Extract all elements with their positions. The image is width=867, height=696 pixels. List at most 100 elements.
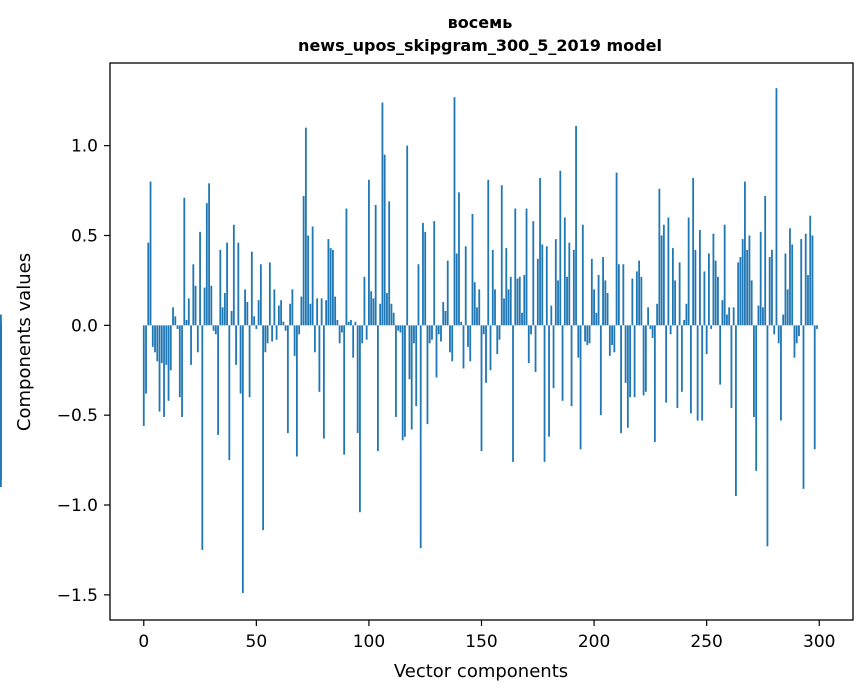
bar [280, 300, 283, 326]
bar [187, 298, 190, 326]
bar [561, 325, 564, 401]
x-axis-label: Vector components [394, 661, 568, 682]
bar [471, 213, 474, 326]
bar [329, 248, 332, 326]
x-tick-label: 200 [578, 632, 610, 652]
bar [462, 325, 465, 369]
bar [336, 319, 339, 326]
bar [494, 289, 496, 326]
bar [223, 292, 226, 326]
bar [753, 325, 755, 417]
bar [415, 325, 418, 407]
bar [246, 301, 249, 326]
bar [196, 325, 199, 353]
bar [597, 275, 600, 326]
bar [809, 215, 812, 326]
bar [730, 325, 733, 408]
bar [548, 325, 550, 437]
bar [721, 300, 724, 326]
bar [332, 249, 334, 326]
bar [543, 325, 546, 462]
bar [530, 325, 532, 335]
bar [653, 325, 656, 443]
bar [145, 325, 147, 394]
bar [401, 325, 404, 441]
bar [570, 325, 573, 407]
bar [237, 242, 240, 326]
bar [154, 325, 156, 353]
bar [255, 325, 258, 329]
bar [651, 325, 654, 338]
bar [710, 325, 713, 329]
bar [656, 303, 659, 326]
bar [325, 300, 328, 326]
bar [807, 275, 809, 326]
bar [458, 192, 460, 326]
bar [354, 321, 357, 326]
bar [579, 325, 582, 450]
bar [635, 271, 638, 326]
bar [417, 264, 420, 326]
bar [503, 298, 505, 326]
bar [181, 325, 183, 417]
bar [277, 305, 280, 326]
bar [219, 249, 222, 326]
bar [217, 325, 219, 435]
bar [572, 249, 575, 326]
y-axis: 1.0 0.5 0.0 −0.5 −1.0 −1.5 [57, 137, 110, 606]
bar [370, 291, 373, 326]
bars-group [0, 88, 818, 594]
bar [669, 325, 672, 335]
bar [304, 127, 307, 326]
bar [410, 325, 413, 430]
bar [365, 325, 368, 340]
bar [259, 264, 262, 326]
bar [644, 325, 647, 392]
bar [302, 195, 305, 326]
y-tick-label: 0.5 [71, 226, 98, 246]
bar [388, 201, 391, 326]
bar [708, 253, 710, 326]
bar [575, 125, 577, 326]
bar [309, 303, 312, 326]
y-tick-label: −0.5 [57, 406, 98, 426]
bar [298, 325, 301, 335]
bar [539, 177, 541, 326]
bar [604, 280, 607, 326]
bar [523, 275, 526, 326]
y-tick-label: −1.0 [57, 496, 98, 516]
bar [156, 325, 159, 362]
bar [685, 303, 688, 326]
x-tick-label: 150 [465, 632, 497, 652]
bar [665, 325, 668, 403]
y-axis-label: Components values [14, 253, 35, 431]
bar [232, 224, 235, 326]
bar [158, 325, 161, 412]
bar [356, 325, 359, 434]
bar [662, 224, 665, 326]
bar [350, 319, 352, 326]
bar [300, 296, 303, 326]
bar [169, 325, 172, 371]
bar [228, 325, 231, 461]
bar [802, 325, 805, 489]
bar [554, 239, 557, 326]
bar [489, 325, 492, 371]
bar [264, 325, 267, 353]
bar [566, 276, 568, 326]
bar [320, 298, 323, 326]
bar [719, 325, 722, 385]
bar [205, 203, 208, 326]
bar [426, 325, 429, 425]
bar [775, 88, 778, 326]
bar [413, 325, 415, 344]
bar [282, 321, 285, 326]
bar [617, 264, 620, 326]
bar [165, 325, 168, 365]
bar [780, 325, 782, 421]
bar [525, 208, 528, 326]
bar [726, 314, 728, 326]
bar [624, 325, 627, 383]
bar [327, 239, 330, 326]
bar [478, 289, 481, 326]
